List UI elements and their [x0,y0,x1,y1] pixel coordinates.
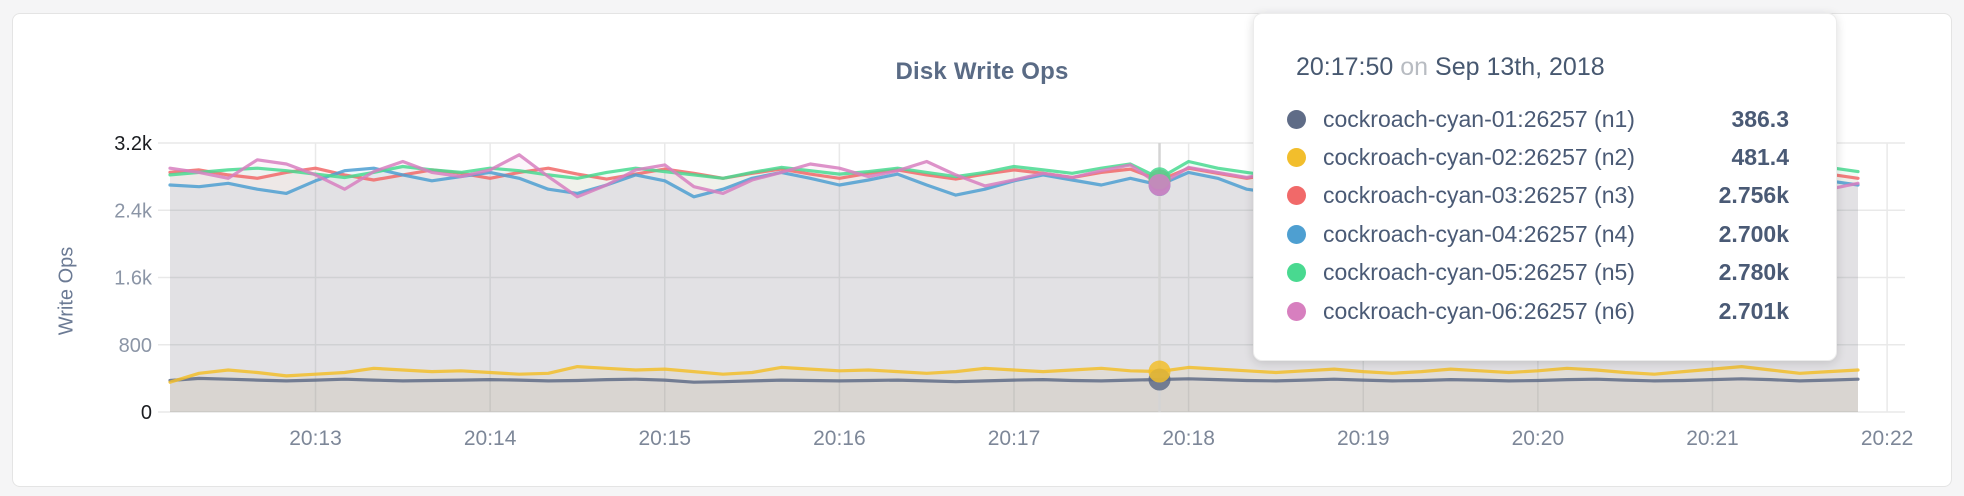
series-value: 2.701k [1718,297,1789,324]
series-label: cockroach-cyan-01:26257 (n1) [1323,105,1635,132]
tooltip-row: cockroach-cyan-02:26257 (n2) 481.4 [1287,138,1789,176]
x-tick-label: 20:14 [464,427,517,450]
x-tick-label: 20:16 [813,427,866,450]
y-tick-label: 3.2k [114,133,153,155]
series-value: 2.756k [1718,182,1789,209]
tooltip-date: Sep 13th, 2018 [1435,53,1605,81]
series-label: cockroach-cyan-05:26257 (n5) [1323,259,1635,286]
x-tick-label: 20:15 [638,427,691,450]
chart-title: Disk Write Ops [895,58,1069,85]
tooltip-rows: cockroach-cyan-01:26257 (n1) 386.3 cockroa… [1287,100,1789,330]
series-color-dot-icon [1287,186,1306,206]
series-value: 2.700k [1718,220,1789,247]
tooltip-row: cockroach-cyan-04:26257 (n4) 2.700k [1287,215,1789,253]
y-tick-label: 2.4k [114,200,153,222]
y-tick-label: 800 [119,335,152,357]
series-area-fill [170,378,1858,412]
tooltip-time: 20:17:50 [1296,53,1394,81]
x-tick-label: 20:17 [988,427,1041,450]
series-label: cockroach-cyan-02:26257 (n2) [1323,144,1635,171]
series-color-dot-icon [1287,301,1306,321]
series-color-dot-icon [1287,224,1306,244]
x-tick-label: 20:13 [289,427,342,450]
series-color-dot-icon [1287,148,1306,168]
tooltip-row: cockroach-cyan-06:26257 (n6) 2.701k [1287,292,1789,330]
tooltip-connector: on [1400,53,1429,81]
tooltip-header: 20:17:50 on Sep 13th, 2018 [1296,54,1789,80]
series-value: 481.4 [1731,144,1789,171]
hover-tooltip: 20:17:50 on Sep 13th, 2018 cockroach-cya… [1253,13,1837,361]
x-tick-label: 20:18 [1162,427,1215,450]
series-area-fill [170,366,1858,412]
series-value: 386.3 [1731,105,1789,132]
hover-point-dot [1148,360,1171,383]
y-tick-label: 1.6k [114,268,153,290]
tooltip-row: cockroach-cyan-01:26257 (n1) 386.3 [1287,100,1789,138]
y-tick-label: 0 [141,402,152,424]
x-tick-label: 20:21 [1686,427,1739,450]
hover-point-dot [1148,173,1171,196]
x-tick-label: 20:22 [1861,427,1914,450]
series-label: cockroach-cyan-06:26257 (n6) [1323,297,1635,324]
series-color-dot-icon [1287,263,1306,283]
series-line [168,365,1860,384]
tooltip-row: cockroach-cyan-03:26257 (n3) 2.756k [1287,177,1789,215]
series-line [168,376,1860,384]
x-tick-label: 20:20 [1512,427,1565,450]
series-label: cockroach-cyan-03:26257 (n3) [1323,182,1635,209]
series-color-dot-icon [1287,109,1306,129]
x-tick-label: 20:19 [1337,427,1390,450]
series-label: cockroach-cyan-04:26257 (n4) [1323,220,1635,247]
tooltip-row: cockroach-cyan-05:26257 (n5) 2.780k [1287,254,1789,292]
series-value: 2.780k [1718,259,1789,286]
